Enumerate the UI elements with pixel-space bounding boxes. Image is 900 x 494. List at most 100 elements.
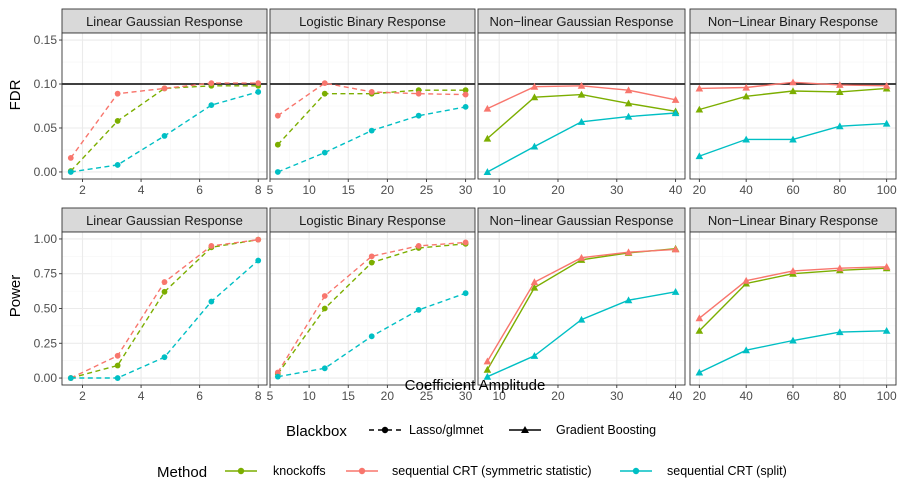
x-tick-label: 100 [877,389,897,403]
data-point [742,135,750,143]
data-point [415,112,422,119]
x-tick-label: 20 [381,389,395,403]
strip-fdr-4 [689,8,897,34]
data-point [321,293,328,299]
data-point [530,278,539,286]
data-point [114,162,121,168]
panel-fdr-4: Non−Linear Binary Response 20 40 60 80 100 [689,8,897,197]
data-point [624,86,633,94]
series-seqcrt_sym [695,78,891,92]
data-point [789,336,797,344]
x-tick-label: 10 [492,183,506,197]
x-tick-label: 6 [196,389,203,403]
strip-title: Non−linear Gaussian Response [490,14,674,29]
x-axis-ticks: 10 20 30 40 [492,179,683,197]
x-axis-ticks: 2 4 6 8 [79,179,262,197]
legend-blackbox-label-lasso: Lasso/glmnet [409,423,484,437]
y-tick-label: 0.50 [34,302,58,316]
legend-key-seqcrt-split [620,467,652,475]
data-point [255,80,262,87]
legend-method-title: Method [157,464,207,481]
data-point [836,81,844,88]
data-point [368,259,375,266]
series-seqcrt_split [67,257,262,381]
x-tick-label: 5 [267,183,274,197]
y-axis-title-fdr: FDR [7,79,24,110]
x-tick-label: 60 [786,389,800,403]
data-point [368,89,375,95]
legend-key-dashed [369,426,401,434]
x-tick-label: 20 [693,183,707,197]
data-point [368,333,375,340]
series-line [70,82,259,159]
data-point [624,112,633,120]
data-point [114,90,121,97]
series-knockoffs [695,84,891,113]
x-tick-label: 80 [833,183,847,197]
panel-power-2: Logistic Binary Response 5 10 15 20 25 30 [267,207,476,403]
x-tick-label: 2 [79,183,86,197]
data-point [67,169,74,175]
data-point [161,133,168,139]
data-point [882,262,891,270]
x-tick-label: 10 [302,183,316,197]
y-tick-label: 0.00 [34,371,58,385]
data-point [483,134,492,142]
data-point [742,92,750,100]
data-point [577,81,586,89]
data-point [67,154,74,161]
panel-border [61,32,268,180]
data-point [483,357,492,365]
data-point [462,103,469,110]
data-point [114,118,121,124]
y-axis-ticks: 0.00 0.05 0.10 0.15 [34,33,62,179]
x-tick-label: 80 [833,389,847,403]
legend-blackbox: Blackbox Lasso/glmnet Gradient Boosting [286,423,656,440]
data-point [577,253,586,261]
data-point [882,81,891,89]
data-point [836,264,844,272]
data-point [530,351,539,359]
strip-power-2 [269,207,476,233]
data-point [483,168,492,176]
panel-power-1: Linear Gaussian Response 2 4 6 8 0.00 0.25 0.50… [34,207,268,403]
series-seqcrt_split [274,103,469,175]
strip-power-3 [477,207,686,233]
series-seqcrt_split [274,290,469,380]
strip-power-4 [689,207,897,233]
x-axis-ticks: 5 10 15 20 25 30 [267,179,473,197]
data-point [462,87,469,94]
series-seqcrt_split [483,288,680,380]
data-point [624,296,633,304]
data-point [208,298,215,305]
panel-border [269,32,476,180]
data-point [483,372,492,380]
data-point [742,83,750,91]
data-point [671,96,680,103]
x-tick-label: 10 [492,389,506,403]
x-tick-label: 10 [302,389,316,403]
data-point [836,122,844,130]
data-point [462,290,469,297]
data-point [161,85,168,92]
data-point [274,373,281,380]
data-point [321,365,328,372]
y-tick-label: 1.00 [34,232,58,246]
legend-method-label-seqcrt-split: sequential CRT (split) [667,464,787,478]
x-axis-ticks: 20 40 60 80 100 [693,179,897,197]
minor-grid [62,33,267,179]
series-seqcrt_split [695,326,891,376]
series-seqcrt_sym [67,80,262,161]
data-point [577,90,586,98]
strip-title: Logistic Binary Response [299,14,446,29]
y-tick-label: 0.25 [34,336,58,350]
data-point [882,326,891,334]
y-axis-ticks: 0.00 0.25 0.50 0.75 1.00 [34,232,62,385]
data-point [368,127,375,134]
data-point [415,90,422,97]
data-point [530,93,539,101]
minor-grid [478,33,685,179]
data-point [274,169,281,175]
panel-fdr-3: Non−linear Gaussian Response 10 20 30 40 [477,8,686,197]
data-point [321,305,328,312]
